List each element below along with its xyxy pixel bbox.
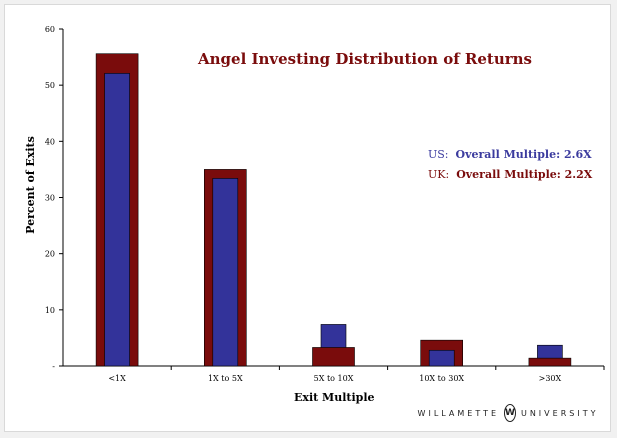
y-tick-label: 20: [45, 250, 55, 259]
us-bar: [212, 178, 239, 367]
us-bar: [104, 73, 130, 367]
y-tick-label: -: [52, 362, 55, 371]
uk-overall-multiple: UK: Overall Multiple: 2.2X: [428, 168, 592, 181]
x-tick-label: >30X: [539, 374, 562, 383]
uk-bar: [528, 357, 572, 367]
compass-logo-icon: W: [504, 404, 516, 422]
us-bar: [428, 349, 455, 367]
y-tick-label: 30: [45, 194, 55, 203]
uk-annotation-prefix: UK:: [428, 168, 450, 181]
logo-text-left: WILLAMETTE: [417, 408, 500, 418]
us-annotation-prefix: US:: [428, 148, 449, 161]
y-tick-label: 40: [45, 137, 55, 146]
y-tick-label: 10: [45, 306, 55, 315]
x-tick-label: <1X: [108, 374, 126, 383]
y-tick-label: 60: [45, 25, 55, 34]
x-tick-label: 10X to 30X: [419, 374, 464, 383]
y-axis-label: Percent of Exits: [24, 136, 37, 234]
uk-bar: [312, 347, 355, 367]
x-tick-label: 5X to 10X: [314, 374, 354, 383]
y-tick-label: 50: [45, 81, 55, 90]
logo-text-right: UNIVERSITY: [520, 408, 599, 418]
us-annotation-text: Overall Multiple: 2.6X: [455, 148, 592, 161]
x-tick-label: 1X to 5X: [208, 374, 243, 383]
uk-annotation-text: Overall Multiple: 2.2X: [456, 168, 593, 181]
us-overall-multiple: US: Overall Multiple: 2.6X: [428, 148, 592, 161]
chart-title: Angel Investing Distribution of Returns: [198, 50, 532, 68]
x-axis-label: Exit Multiple: [294, 391, 375, 404]
willamette-university-logo: WILLAMETTE W UNIVERSITY: [417, 401, 599, 425]
